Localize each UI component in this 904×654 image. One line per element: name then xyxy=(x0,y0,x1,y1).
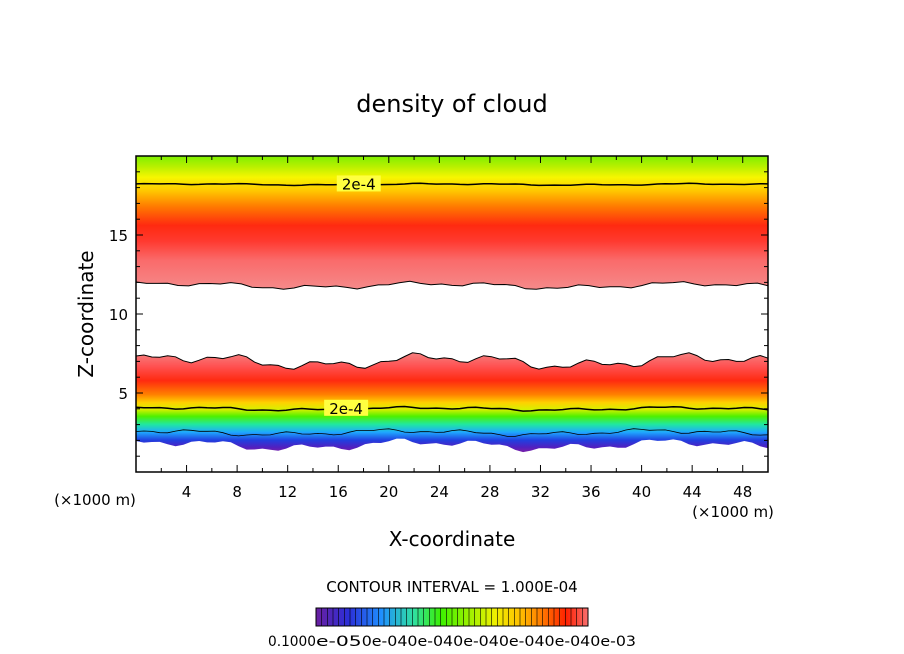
x-tick-label: 40 xyxy=(632,483,651,501)
lower-2e-4-contour-label: 2e-4 xyxy=(329,400,363,418)
colorbar-tick-label: 0e-04 xyxy=(499,634,545,650)
x-axis-ticks: 4 8 12 16 20 24 28 32 36 40 44 48 xyxy=(160,156,752,501)
x-unit-right: (×1000 m) xyxy=(692,503,774,521)
x-tick-label: 8 xyxy=(232,483,242,501)
upper-2e-4-contour-line xyxy=(136,182,768,187)
contour-interval-label: CONTOUR INTERVAL = 1.000E-04 xyxy=(326,578,577,596)
x-tick-label: 12 xyxy=(278,483,297,501)
x-axis-label: X-coordinate xyxy=(389,527,516,551)
upper-2e-4-contour-label-bg xyxy=(336,175,381,192)
y-axis-ticks: 5 10 15 xyxy=(109,171,768,457)
y-tick-label: 5 xyxy=(118,385,128,403)
colorbar-tick-label: 0e-03 xyxy=(590,634,636,650)
y-axis-label: Z-coordinate xyxy=(74,250,98,377)
upper-layer-edge-contour xyxy=(136,280,768,290)
x-tick-label: 32 xyxy=(531,483,550,501)
x-tick-label: 44 xyxy=(683,483,702,501)
colorbar-frame xyxy=(315,607,589,627)
lower-2e-4-contour-line xyxy=(136,405,768,412)
colorbar-tick-label: 0e-04 xyxy=(362,634,408,650)
x-tick-label: 48 xyxy=(733,483,752,501)
chart-title: density of cloud xyxy=(356,90,547,118)
colorbar-tick-label: 0e-04 xyxy=(453,634,499,650)
x-tick-label: 36 xyxy=(581,483,600,501)
x-unit-left: (×1000 m) xyxy=(54,491,136,509)
x-tick-label: 20 xyxy=(379,483,398,501)
colorbar-tick-label: 0.1000 xyxy=(268,634,316,650)
x-tick-label: 16 xyxy=(329,483,348,501)
plot-area: 2e-4 2e-4 xyxy=(136,156,768,453)
upper-cloud-layer xyxy=(136,156,768,290)
colorbar-tick-label: e-05 xyxy=(316,634,362,650)
x-tick-label: 28 xyxy=(480,483,499,501)
upper-2e-4-contour-label: 2e-4 xyxy=(342,175,376,193)
x-tick-label: 24 xyxy=(430,483,449,501)
lower-2e-4-contour-label-bg xyxy=(324,399,369,416)
colorbar-tick-label: 0e-04 xyxy=(545,634,591,650)
lower-layer-edge-contour xyxy=(136,352,768,370)
y-tick-label: 15 xyxy=(109,227,128,245)
colorbar-tick-label: 0e-04 xyxy=(407,634,453,650)
y-tick-label: 10 xyxy=(109,306,128,324)
colorbar: 0.1000 e-05 0e-04 0e-04 0e-04 0e-04 0e-04 0e-03 xyxy=(268,607,636,650)
lower-layer-inner-contour xyxy=(136,428,768,437)
x-tick-label: 4 xyxy=(182,483,192,501)
lower-cloud-layer xyxy=(136,352,768,453)
